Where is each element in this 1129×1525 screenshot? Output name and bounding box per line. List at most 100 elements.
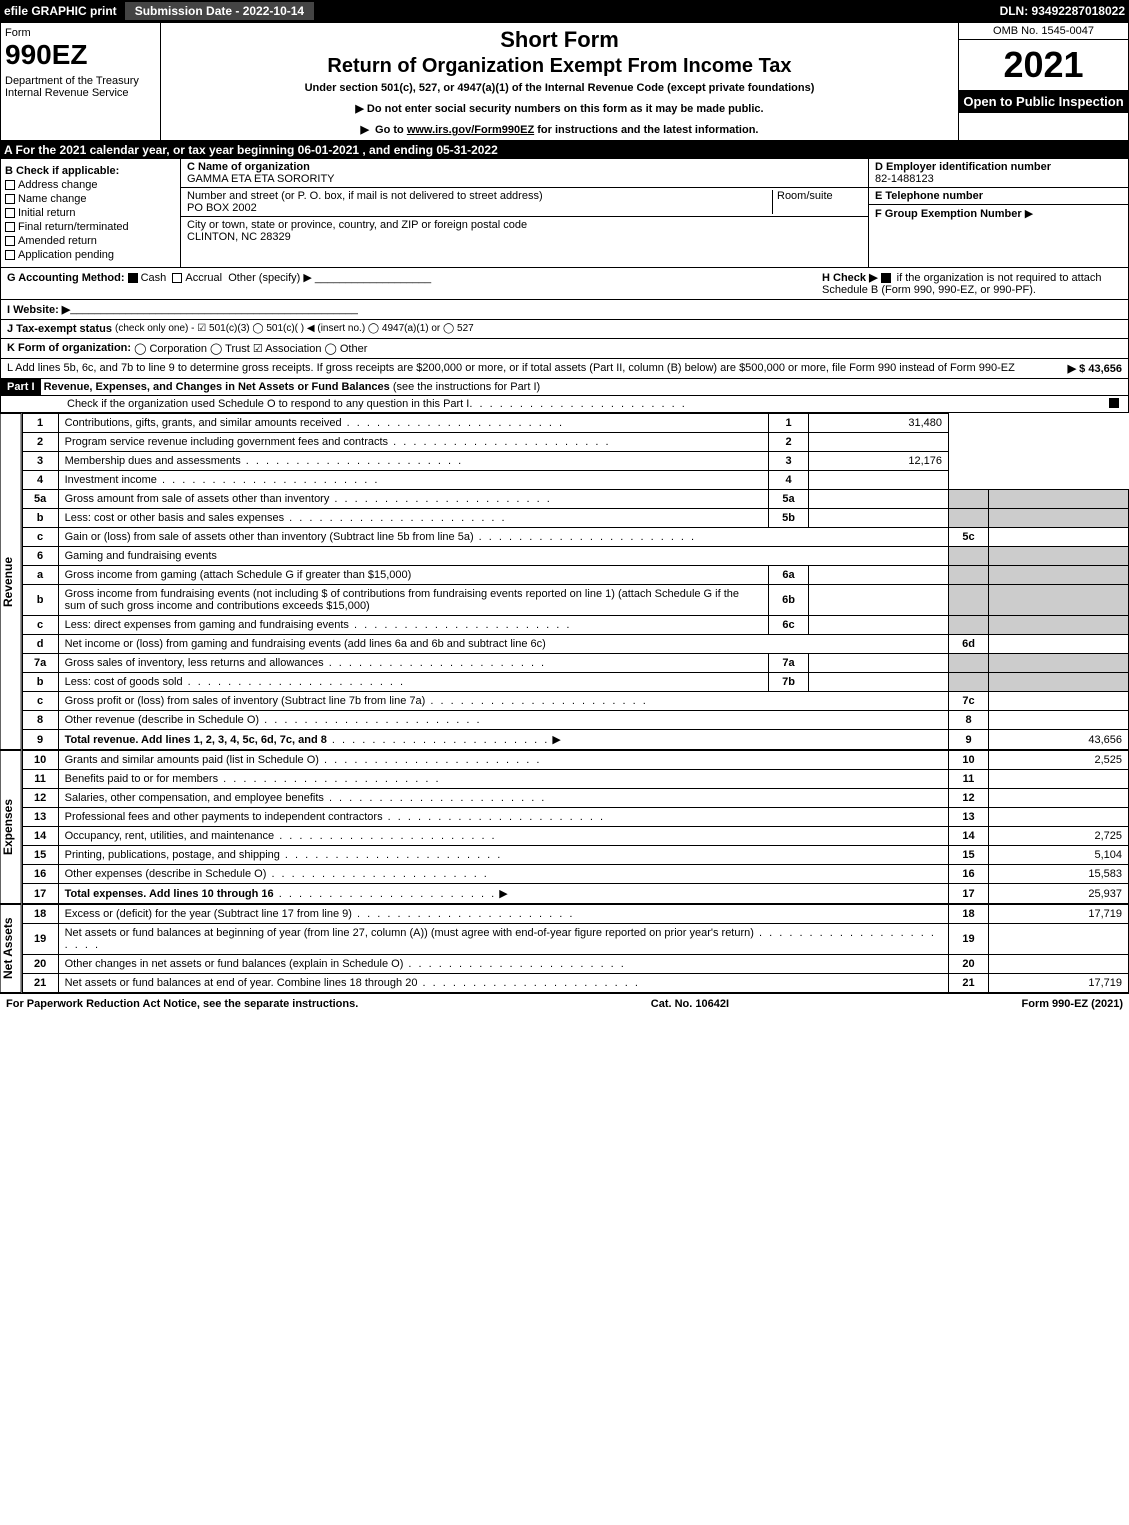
line-7c: cGross profit or (loss) from sales of in… bbox=[22, 692, 1128, 711]
line-20: 20Other changes in net assets or fund ba… bbox=[22, 955, 1128, 974]
line-19: 19Net assets or fund balances at beginni… bbox=[22, 924, 1128, 955]
goto-suffix: for instructions and the latest informat… bbox=[537, 124, 758, 136]
line-6a: aGross income from gaming (attach Schedu… bbox=[22, 566, 1128, 585]
check-note-text: Check if the organization used Schedule … bbox=[67, 398, 469, 410]
line-6: 6Gaming and fundraising events bbox=[22, 547, 1128, 566]
goto-prefix: Go to bbox=[375, 124, 407, 136]
row-l-gross-receipts: L Add lines 5b, 6c, and 7b to line 9 to … bbox=[0, 359, 1129, 379]
phone-label: E Telephone number bbox=[875, 190, 983, 202]
form-label: Form bbox=[5, 27, 156, 39]
checkbox-final-return[interactable]: Final return/terminated bbox=[5, 221, 176, 233]
section-j-label: J Tax-exempt status bbox=[7, 323, 112, 335]
line-6c: cLess: direct expenses from gaming and f… bbox=[22, 616, 1128, 635]
line-7b: bLess: cost of goods sold7b bbox=[22, 673, 1128, 692]
ssn-warning: Do not enter social security numbers on … bbox=[171, 102, 948, 115]
line-16: 16Other expenses (describe in Schedule O… bbox=[22, 865, 1128, 884]
instructions-link-row: Go to www.irs.gov/Form990EZ for instruct… bbox=[171, 123, 948, 136]
net-assets-label: Net Assets bbox=[0, 904, 22, 993]
city-label: City or town, state or province, country… bbox=[187, 219, 527, 231]
street-value: PO BOX 2002 bbox=[187, 202, 257, 214]
group-exemption-label: F Group Exemption Number bbox=[875, 208, 1022, 220]
department-label: Department of the Treasury Internal Reve… bbox=[5, 75, 156, 99]
line-11: 11Benefits paid to or for members11 bbox=[22, 770, 1128, 789]
footer-right: Form 990-EZ (2021) bbox=[1022, 998, 1123, 1010]
section-l-text: L Add lines 5b, 6c, and 7b to line 9 to … bbox=[7, 362, 1015, 375]
line-7a: 7aGross sales of inventory, less returns… bbox=[22, 654, 1128, 673]
expenses-section: Expenses 10Grants and similar amounts pa… bbox=[0, 750, 1129, 904]
section-a-tax-year: A For the 2021 calendar year, or tax yea… bbox=[0, 141, 1129, 159]
section-g-label: G Accounting Method: bbox=[7, 272, 125, 284]
city-value: CLINTON, NC 28329 bbox=[187, 231, 291, 243]
line-14: 14Occupancy, rent, utilities, and mainte… bbox=[22, 827, 1128, 846]
top-bar: efile GRAPHIC print Submission Date - 20… bbox=[0, 0, 1129, 22]
row-i-website: I Website: ▶ ___________________________… bbox=[0, 300, 1129, 320]
section-l-amount: ▶ $ 43,656 bbox=[1068, 362, 1122, 375]
line-4: 4Investment income4 bbox=[22, 471, 1128, 490]
section-k-label: K Form of organization: bbox=[7, 342, 131, 355]
row-g-h: G Accounting Method: Cash Accrual Other … bbox=[0, 268, 1129, 300]
open-to-public: Open to Public Inspection bbox=[959, 90, 1128, 113]
header-left: Form 990EZ Department of the Treasury In… bbox=[1, 23, 161, 140]
checkbox-schedule-b[interactable] bbox=[881, 273, 891, 283]
line-6b: bGross income from fundraising events (n… bbox=[22, 585, 1128, 616]
ein-label: D Employer identification number bbox=[875, 161, 1051, 173]
net-assets-table: 18Excess or (deficit) for the year (Subt… bbox=[22, 904, 1129, 993]
part1-tag: Part I bbox=[1, 379, 41, 395]
line-5c: cGain or (loss) from sale of assets othe… bbox=[22, 528, 1128, 547]
section-h-label: H Check ▶ bbox=[822, 272, 878, 284]
header-right: OMB No. 1545-0047 2021 Open to Public In… bbox=[958, 23, 1128, 140]
section-k-text: ◯ Corporation ◯ Trust ☑ Association ◯ Ot… bbox=[134, 342, 367, 355]
checkbox-accrual[interactable] bbox=[172, 273, 182, 283]
section-b: B Check if applicable: Address change Na… bbox=[1, 159, 181, 267]
line-18: 18Excess or (deficit) for the year (Subt… bbox=[22, 905, 1128, 924]
checkbox-amended-return[interactable]: Amended return bbox=[5, 235, 176, 247]
checkbox-name-change[interactable]: Name change bbox=[5, 193, 176, 205]
line-3: 3Membership dues and assessments312,176 bbox=[22, 452, 1128, 471]
line-15: 15Printing, publications, postage, and s… bbox=[22, 846, 1128, 865]
part1-note: (see the instructions for Part I) bbox=[393, 381, 540, 393]
irs-link[interactable]: www.irs.gov/Form990EZ bbox=[407, 124, 534, 136]
line-21: 21Net assets or fund balances at end of … bbox=[22, 974, 1128, 993]
expenses-table: 10Grants and similar amounts paid (list … bbox=[22, 750, 1129, 904]
revenue-section: Revenue 1Contributions, gifts, grants, a… bbox=[0, 413, 1129, 750]
ein-value: 82-1488123 bbox=[875, 173, 934, 185]
section-b-heading: B Check if applicable: bbox=[5, 165, 176, 177]
expenses-label: Expenses bbox=[0, 750, 22, 904]
form-header: Form 990EZ Department of the Treasury In… bbox=[0, 22, 1129, 141]
part1-check-note: Check if the organization used Schedule … bbox=[0, 396, 1129, 413]
title-return: Return of Organization Exempt From Incom… bbox=[171, 55, 948, 78]
revenue-label: Revenue bbox=[0, 413, 22, 750]
line-2: 2Program service revenue including gover… bbox=[22, 433, 1128, 452]
header-mid: Short Form Return of Organization Exempt… bbox=[161, 23, 958, 140]
checkbox-schedule-o[interactable] bbox=[1109, 398, 1119, 408]
room-label: Room/suite bbox=[777, 190, 833, 202]
checkbox-application-pending[interactable]: Application pending bbox=[5, 249, 176, 261]
org-name-label: C Name of organization bbox=[187, 161, 310, 173]
checkbox-initial-return[interactable]: Initial return bbox=[5, 207, 176, 219]
checkbox-cash[interactable] bbox=[128, 273, 138, 283]
title-short-form: Short Form bbox=[171, 27, 948, 53]
dots bbox=[469, 398, 1109, 410]
section-c: C Name of organization GAMMA ETA ETA SOR… bbox=[181, 159, 868, 267]
org-name: GAMMA ETA ETA SORORITY bbox=[187, 173, 335, 185]
other-specify: Other (specify) ▶ bbox=[228, 272, 312, 284]
tax-year: 2021 bbox=[959, 40, 1128, 90]
info-block: B Check if applicable: Address change Na… bbox=[0, 159, 1129, 268]
line-13: 13Professional fees and other payments t… bbox=[22, 808, 1128, 827]
row-j-tax-exempt: J Tax-exempt status (check only one) - ☑… bbox=[0, 320, 1129, 339]
section-j-text: (check only one) - ☑ 501(c)(3) ◯ 501(c)(… bbox=[115, 323, 474, 335]
line-8: 8Other revenue (describe in Schedule O)8 bbox=[22, 711, 1128, 730]
row-k-org-form: K Form of organization: ◯ Corporation ◯ … bbox=[0, 339, 1129, 359]
form-number: 990EZ bbox=[5, 39, 156, 71]
part1-header: Part I Revenue, Expenses, and Changes in… bbox=[0, 379, 1129, 396]
omb-number: OMB No. 1545-0047 bbox=[959, 23, 1128, 40]
subtitle: Under section 501(c), 527, or 4947(a)(1)… bbox=[171, 82, 948, 94]
arrow-icon bbox=[361, 124, 372, 136]
checkbox-address-change[interactable]: Address change bbox=[5, 179, 176, 191]
line-12: 12Salaries, other compensation, and empl… bbox=[22, 789, 1128, 808]
website-label: I Website: ▶ bbox=[7, 303, 70, 316]
line-5a: 5aGross amount from sale of assets other… bbox=[22, 490, 1128, 509]
sections-d-e-f: D Employer identification number 82-1488… bbox=[868, 159, 1128, 267]
line-1: 1Contributions, gifts, grants, and simil… bbox=[22, 414, 1128, 433]
footer-mid: Cat. No. 10642I bbox=[651, 998, 729, 1010]
